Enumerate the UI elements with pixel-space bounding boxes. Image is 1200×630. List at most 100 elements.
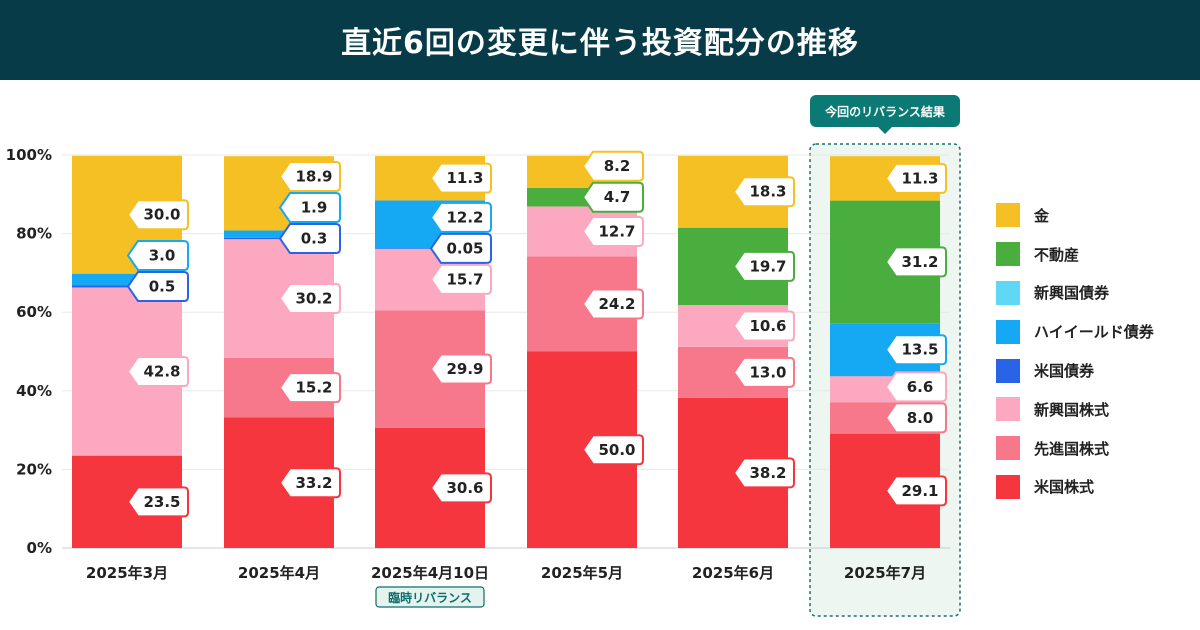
- data-label-text: 29.1: [901, 482, 938, 500]
- data-label-text: 30.2: [295, 289, 332, 307]
- data-label-box: [278, 467, 341, 499]
- legend-swatch: [996, 203, 1020, 228]
- data-label: 13.5: [884, 334, 947, 366]
- data-label-text: 23.5: [143, 493, 180, 511]
- data-label-text: 6.6: [907, 378, 934, 396]
- data-label-text: 11.3: [901, 169, 938, 187]
- data-label: 23.5: [126, 486, 189, 518]
- data-label-box: [126, 270, 189, 302]
- y-tick-label: 40%: [16, 382, 52, 400]
- data-label: 12.7: [581, 215, 644, 247]
- data-label: 13.0: [732, 356, 795, 388]
- data-label-box: [126, 356, 189, 388]
- legend-swatch: [996, 280, 1020, 305]
- data-label-text: 42.8: [143, 363, 180, 381]
- data-label-box: [278, 372, 341, 404]
- data-label-text: 3.0: [149, 246, 176, 264]
- legend-label: 新興国株式: [1034, 400, 1110, 419]
- y-tick-label: 80%: [16, 225, 52, 243]
- stacked-bar-chart: 今回のリバランス結果 0% 20% 40% 60% 80% 100% 2025年3月 2025年…: [6, 95, 961, 617]
- data-label-text: 18.3: [749, 183, 786, 201]
- data-label-box: [884, 402, 947, 434]
- note-tag-label: 臨時リバランス: [388, 590, 472, 605]
- highlight-tag-box: [810, 95, 960, 127]
- x-tick-label: 2025年3月: [86, 564, 168, 582]
- legend-label: 先進国株式: [1034, 439, 1110, 458]
- bar-segment: [72, 273, 182, 286]
- legend-item: ハイイールド債券: [996, 312, 1154, 351]
- data-label-box: [884, 246, 947, 278]
- data-label: 15.2: [278, 372, 341, 404]
- y-tick-label: 60%: [16, 303, 52, 321]
- data-label-box: [732, 250, 795, 282]
- legend: 金不動産 新興国債券 ハイイールド債券 米国債券 新興国株式 先進国株式 米国株式: [996, 196, 1154, 506]
- data-label-text: 11.3: [446, 169, 483, 187]
- data-label: 0.3: [278, 223, 341, 255]
- data-label-box: [429, 232, 492, 264]
- highlight-tag-pointer: [878, 127, 892, 134]
- data-label: 8.2: [581, 150, 644, 182]
- data-label: 1.9: [278, 192, 341, 224]
- data-label-box: [278, 282, 341, 314]
- data-label-text: 13.0: [749, 363, 786, 381]
- data-label-box: [429, 472, 492, 504]
- data-label-text: 30.6: [446, 479, 483, 497]
- legend-swatch: [996, 319, 1020, 344]
- data-label-box: [581, 181, 644, 213]
- note-tag-box: [375, 586, 485, 608]
- data-label: 12.2: [429, 201, 492, 233]
- data-label: 38.2: [732, 457, 795, 489]
- data-label: 30.0: [126, 199, 189, 231]
- data-label: 10.6: [732, 310, 795, 342]
- data-label: 19.7: [732, 250, 795, 282]
- data-label-box: [429, 263, 492, 295]
- chart-title: 直近6回の変更に伴う投資配分の推移: [0, 0, 1200, 80]
- data-label: 11.3: [884, 162, 947, 194]
- data-label: 29.1: [884, 475, 947, 507]
- data-label: 30.6: [429, 472, 492, 504]
- data-label-text: 0.3: [301, 230, 328, 248]
- data-label-box: [429, 162, 492, 194]
- data-label: 29.9: [429, 353, 492, 385]
- data-label-box: [884, 475, 947, 507]
- data-label-box: [278, 161, 341, 193]
- x-tick-label: 2025年4月10日: [371, 564, 489, 582]
- data-label: 30.2: [278, 282, 341, 314]
- data-label-box: [732, 176, 795, 208]
- data-label-text: 29.9: [446, 360, 483, 378]
- data-label-text: 8.2: [604, 157, 631, 175]
- data-label-text: 30.0: [143, 206, 180, 224]
- legend-swatch: [996, 474, 1020, 499]
- data-label-box: [278, 223, 341, 255]
- data-label-box: [884, 371, 947, 403]
- data-label-text: 13.5: [901, 341, 938, 359]
- note-tag: 臨時リバランス: [375, 586, 485, 608]
- data-label-text: 24.2: [598, 295, 635, 313]
- data-label-box: [126, 199, 189, 231]
- data-label: 11.3: [429, 162, 492, 194]
- data-label: 18.3: [732, 176, 795, 208]
- y-tick-label: 100%: [6, 146, 52, 164]
- legend-item: 米国債券: [996, 351, 1154, 390]
- data-label: 31.2: [884, 246, 947, 278]
- data-label: 0.05: [429, 232, 492, 264]
- data-label-box: [429, 353, 492, 385]
- y-tick-label: 0%: [27, 539, 52, 557]
- legend-label: 新興国債券: [1034, 284, 1110, 303]
- data-label-box: [126, 239, 189, 271]
- data-label: 33.2: [278, 467, 341, 499]
- data-label: 4.7: [581, 181, 644, 213]
- data-label-box: [732, 356, 795, 388]
- data-label: 24.2: [581, 288, 644, 320]
- highlight-tag: 今回のリバランス結果: [810, 95, 960, 134]
- data-label-box: [732, 310, 795, 342]
- legend-label: 米国株式: [1034, 478, 1095, 497]
- data-label-box: [581, 215, 644, 247]
- legend-swatch: [996, 242, 1020, 267]
- y-tick-label: 20%: [16, 460, 52, 478]
- legend-label: 米国債券: [1034, 362, 1095, 381]
- data-label-text: 0.5: [149, 277, 176, 295]
- data-label-text: 15.2: [295, 379, 332, 397]
- x-tick-label: 2025年7月: [844, 564, 926, 582]
- x-tick-label: 2025年6月: [692, 564, 774, 582]
